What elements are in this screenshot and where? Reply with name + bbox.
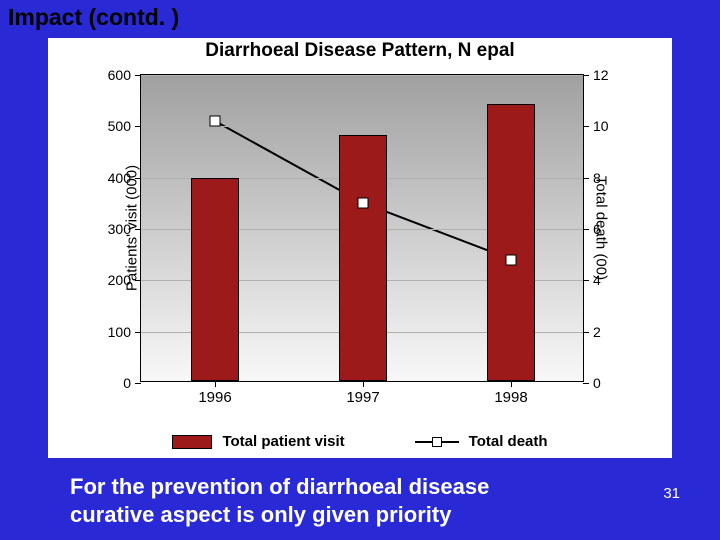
left-tick: [135, 332, 141, 333]
caption: For the prevention of diarrhoeal disease…: [70, 473, 590, 528]
plot-region: Patients' visit (000) Total death (00) 0…: [140, 74, 584, 382]
right-tick-label: 0: [593, 375, 601, 391]
right-tick: [583, 229, 589, 230]
slide-number: 31: [663, 485, 680, 502]
slide-title: Impact (contd. ): [8, 4, 179, 31]
right-tick-label: 6: [593, 221, 601, 237]
caption-line-1: For the prevention of diarrhoeal disease: [70, 473, 590, 501]
right-tick: [583, 75, 589, 76]
left-tick: [135, 229, 141, 230]
x-tick-label: 1997: [346, 389, 379, 406]
left-tick: [135, 75, 141, 76]
right-tick-label: 12: [593, 67, 609, 83]
legend-label-line: Total death: [469, 433, 548, 450]
left-tick-label: 500: [108, 118, 131, 134]
left-tick-label: 100: [108, 324, 131, 340]
legend-swatch-bar: [172, 435, 212, 449]
chart-panel: Diarrhoeal Disease Pattern, N epal Patie…: [48, 38, 672, 458]
right-tick: [583, 332, 589, 333]
legend-line-marker: [432, 437, 442, 447]
caption-line-2: curative aspect is only given priority: [70, 501, 590, 529]
legend: Total patient visit Total death: [48, 433, 672, 450]
left-tick-label: 300: [108, 221, 131, 237]
x-tick: [363, 381, 364, 387]
right-tick: [583, 126, 589, 127]
left-tick: [135, 383, 141, 384]
right-tick-label: 2: [593, 324, 601, 340]
legend-label-bars: Total patient visit: [222, 433, 344, 450]
legend-item-bars: Total patient visit: [172, 433, 344, 450]
left-tick-label: 600: [108, 67, 131, 83]
right-tick: [583, 178, 589, 179]
legend-item-line: Total death: [415, 433, 548, 450]
x-tick: [215, 381, 216, 387]
right-tick-label: 10: [593, 118, 609, 134]
left-tick: [135, 126, 141, 127]
bar: [339, 135, 388, 381]
left-tick: [135, 178, 141, 179]
right-tick: [583, 383, 589, 384]
x-tick: [511, 381, 512, 387]
left-tick: [135, 280, 141, 281]
left-tick-label: 0: [123, 375, 131, 391]
legend-swatch-line: [415, 435, 459, 449]
x-tick-label: 1998: [494, 389, 527, 406]
left-tick-label: 400: [108, 170, 131, 186]
right-tick-label: 4: [593, 272, 601, 288]
bar: [487, 104, 536, 381]
bar: [191, 178, 240, 381]
grid-line: [141, 75, 583, 76]
line-marker: [210, 116, 221, 127]
x-tick-label: 1996: [198, 389, 231, 406]
line-marker: [506, 254, 517, 265]
line-marker: [358, 198, 369, 209]
chart-title: Diarrhoeal Disease Pattern, N epal: [48, 40, 672, 62]
left-tick-label: 200: [108, 272, 131, 288]
right-tick-label: 8: [593, 170, 601, 186]
right-tick: [583, 280, 589, 281]
